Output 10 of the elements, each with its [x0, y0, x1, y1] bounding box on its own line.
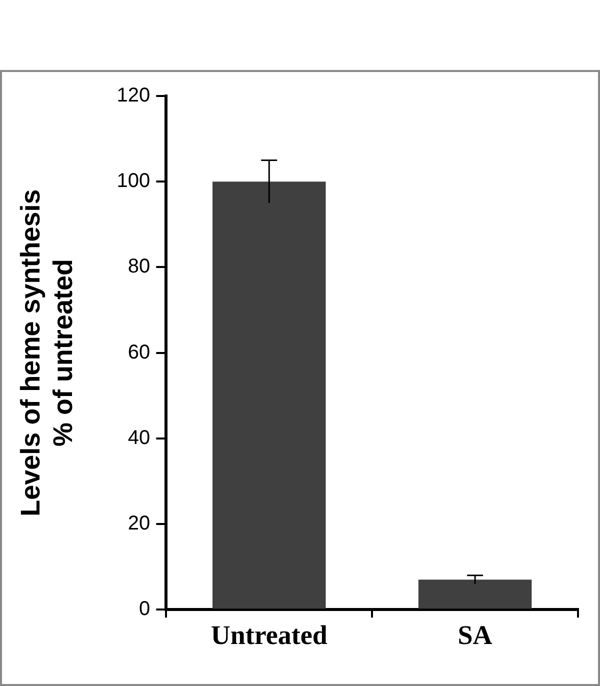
- x-tick-label: Untreated: [210, 620, 328, 650]
- y-tick-label: 40: [128, 426, 150, 449]
- y-tick-label: 0: [139, 598, 150, 620]
- y-tick-label: 80: [128, 256, 150, 278]
- y-tick-label: 100: [116, 170, 150, 192]
- y-axis-title: Levels of heme synthesis % of untreated: [16, 189, 78, 516]
- y-tick-label: 120: [116, 84, 150, 107]
- y-tick-label: 60: [128, 341, 150, 364]
- y-tick-label: 20: [128, 512, 150, 535]
- x-tick-label: SA: [458, 620, 493, 650]
